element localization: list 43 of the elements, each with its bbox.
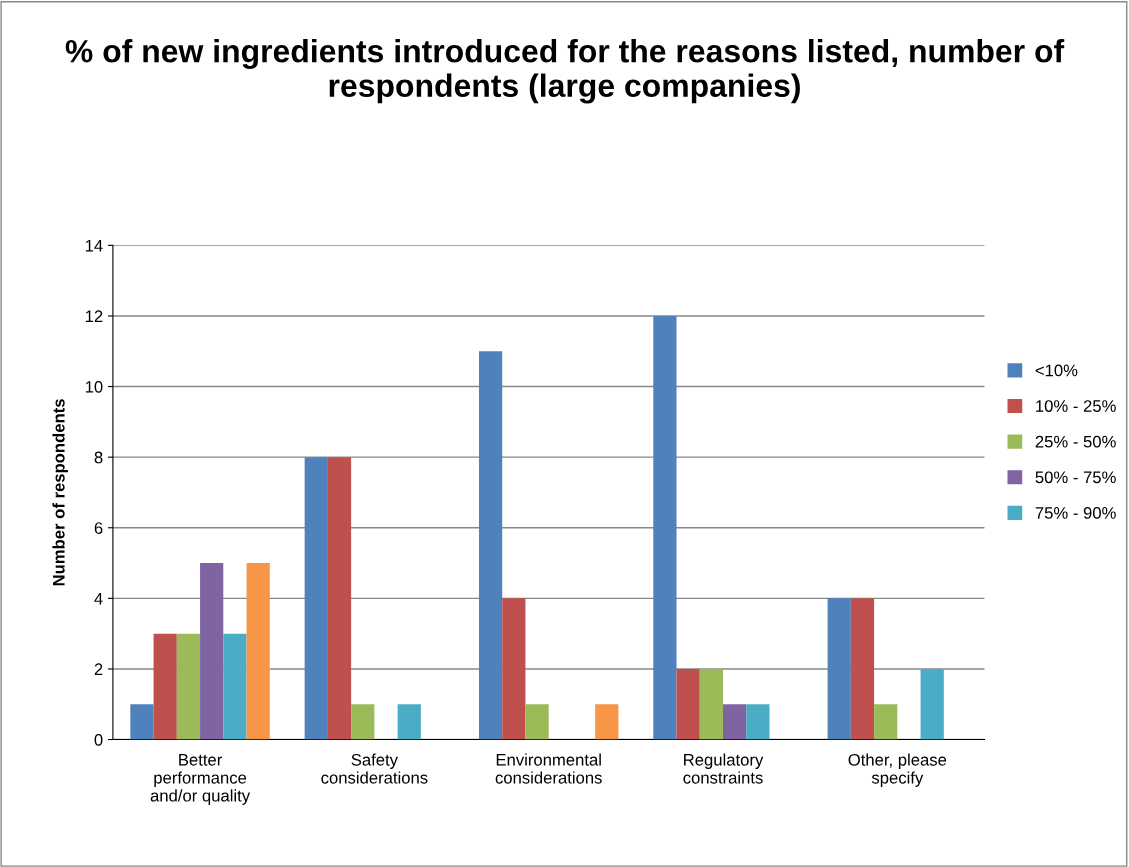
x-tick-label: Other, please specify [848, 753, 947, 787]
chart-title: % of new ingredients introduced for the reasons listed, number of respondents (large companies) [65, 39, 1065, 104]
bar [699, 668, 724, 740]
bar [676, 668, 700, 740]
bar [746, 704, 770, 740]
x-tick-label: Safety considerations [321, 753, 428, 784]
y-tick-label: 2 [94, 663, 103, 675]
bar [595, 704, 619, 740]
legend-label: 10% - 25% [1036, 400, 1116, 412]
y-tick-label: 4 [94, 592, 103, 605]
y-tick-label: 8 [94, 451, 103, 464]
bar [351, 704, 375, 740]
legend-label: 25% - 50% [1035, 435, 1116, 448]
bar [130, 704, 154, 740]
bar [397, 704, 421, 740]
bar [723, 704, 747, 740]
legend-label: 75% - 90% [1035, 507, 1116, 519]
bar [223, 633, 247, 740]
y-tick-label: 6 [94, 522, 103, 534]
bar [327, 457, 352, 740]
bar [502, 598, 526, 740]
bar [246, 563, 270, 740]
x-tick-label: Better performance and/or quality [150, 754, 251, 805]
x-tick-label: Regulatory constraints [683, 753, 764, 784]
bar [478, 351, 503, 740]
y-tick-label: 0 [94, 733, 103, 746]
bar [827, 598, 851, 740]
legend-label: <10% [1035, 364, 1078, 377]
y-axis-title: Number of respondents [52, 399, 68, 586]
bar [176, 633, 201, 740]
y-tick-label: 10 [85, 380, 103, 393]
x-tick-label: Environmental considerations [495, 753, 602, 784]
bar [920, 668, 944, 740]
bar [653, 315, 677, 740]
y-tick-label: 14 [85, 239, 103, 252]
legend-label: 50% - 75% [1035, 471, 1116, 484]
bar [850, 598, 875, 740]
bar [200, 563, 224, 740]
bar [525, 704, 549, 740]
bar [304, 457, 328, 740]
y-tick-label: 12 [85, 310, 103, 322]
bar [874, 704, 898, 740]
bar [153, 633, 177, 740]
